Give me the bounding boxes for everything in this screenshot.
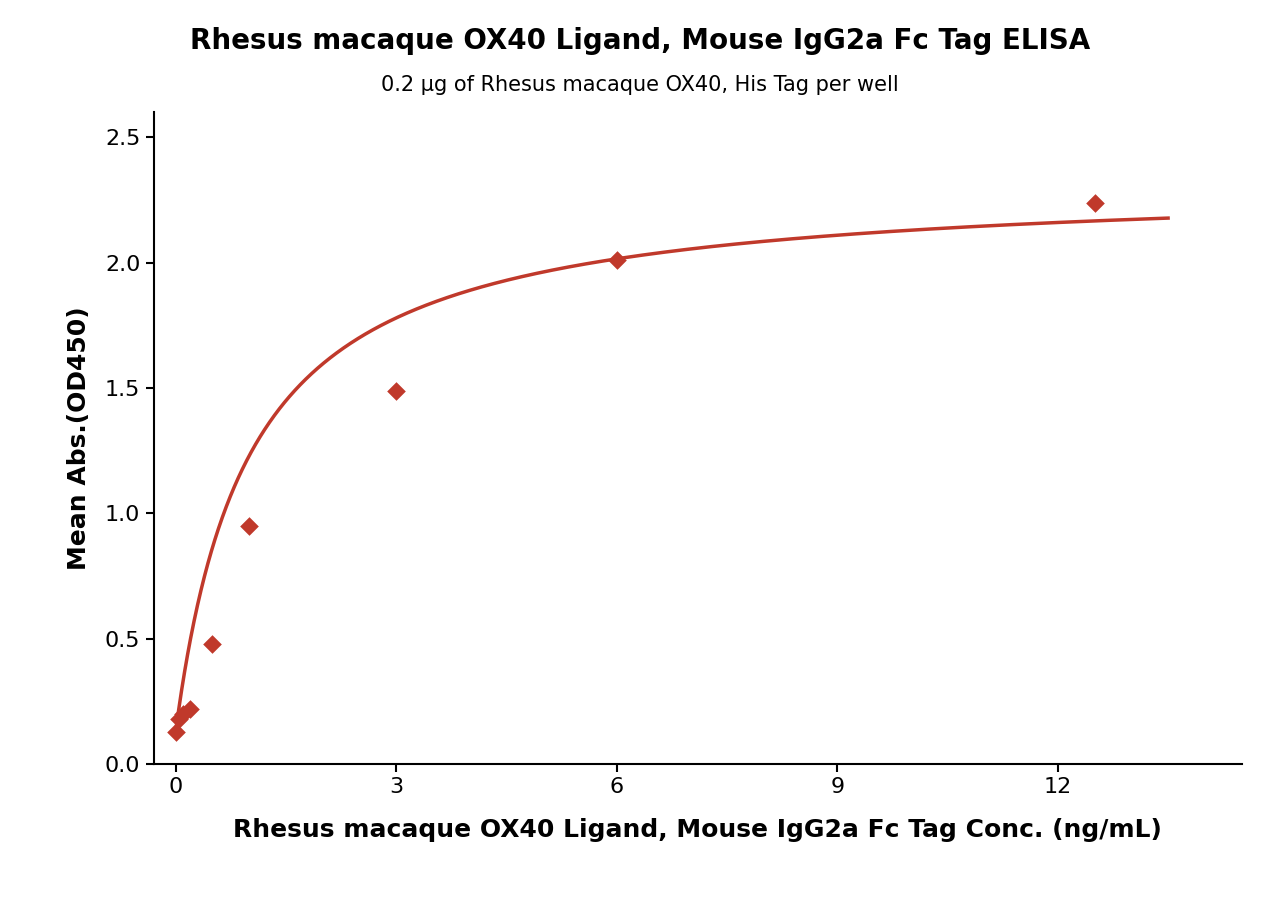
Y-axis label: Mean Abs.(OD450): Mean Abs.(OD450) [67, 307, 91, 570]
Point [173, 707, 193, 721]
Point [1084, 195, 1105, 209]
Point [165, 725, 186, 739]
Text: 0.2 μg of Rhesus macaque OX40, His Tag per well: 0.2 μg of Rhesus macaque OX40, His Tag p… [381, 76, 899, 95]
X-axis label: Rhesus macaque OX40 Ligand, Mouse IgG2a Fc Tag Conc. (ng/mL): Rhesus macaque OX40 Ligand, Mouse IgG2a … [233, 818, 1162, 842]
Point [180, 702, 201, 717]
Point [607, 254, 627, 268]
Point [239, 519, 260, 533]
Text: Rhesus macaque OX40 Ligand, Mouse IgG2a Fc Tag ELISA: Rhesus macaque OX40 Ligand, Mouse IgG2a … [189, 27, 1091, 55]
Point [202, 636, 223, 651]
Point [169, 712, 189, 726]
Point [387, 384, 407, 398]
